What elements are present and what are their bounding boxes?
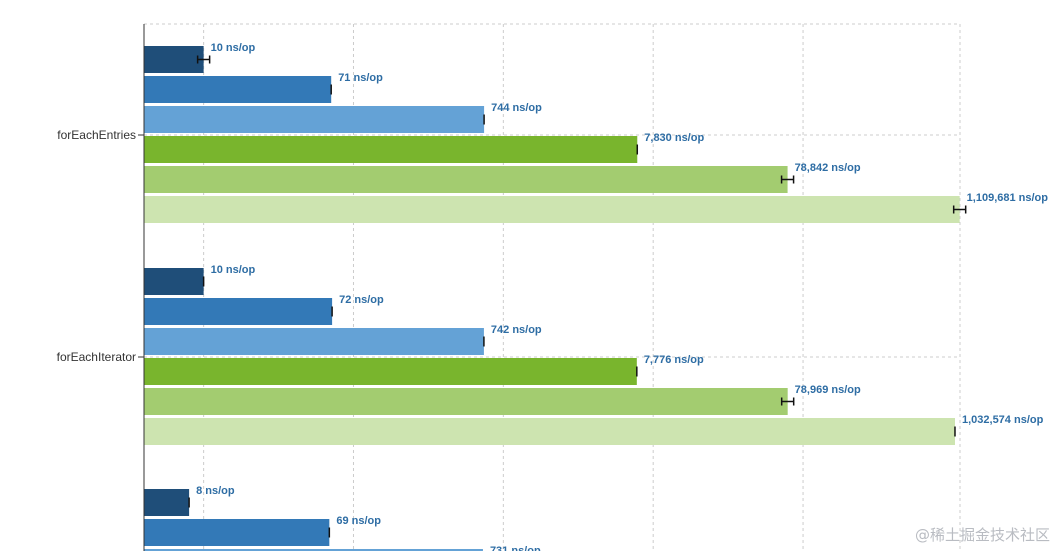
value-label: 7,776 ns/op	[644, 354, 704, 366]
value-label: 78,842 ns/op	[795, 162, 861, 174]
value-label: 78,969 ns/op	[795, 384, 861, 396]
bar	[144, 46, 204, 73]
bar	[144, 76, 332, 103]
value-label: 744 ns/op	[491, 102, 542, 114]
bar	[144, 549, 483, 551]
bar	[144, 136, 638, 163]
bar	[144, 328, 484, 355]
value-label: 10 ns/op	[211, 264, 256, 276]
value-label: 742 ns/op	[491, 324, 542, 336]
value-label: 69 ns/op	[336, 515, 381, 527]
bar	[144, 418, 955, 445]
bar	[144, 166, 788, 193]
bar	[144, 388, 788, 415]
value-label: 7,830 ns/op	[644, 132, 704, 144]
value-label: 1,109,681 ns/op	[967, 192, 1049, 204]
value-label: 71 ns/op	[338, 72, 383, 84]
watermark: @稀土掘金技术社区	[914, 526, 1050, 544]
bar	[144, 519, 330, 546]
bar	[144, 358, 637, 385]
value-label: 72 ns/op	[339, 294, 384, 306]
bar	[144, 268, 204, 295]
value-label: 8 ns/op	[196, 485, 235, 497]
category-label: forEachIterator	[57, 350, 136, 364]
value-label: 1,032,574 ns/op	[962, 414, 1044, 426]
value-label: 10 ns/op	[211, 42, 256, 54]
bar	[144, 196, 960, 223]
value-label: 731 ns/op	[490, 545, 541, 551]
category-label: forEachEntries	[57, 128, 136, 142]
bar	[144, 298, 333, 325]
bar	[144, 489, 190, 516]
bar	[144, 106, 485, 133]
